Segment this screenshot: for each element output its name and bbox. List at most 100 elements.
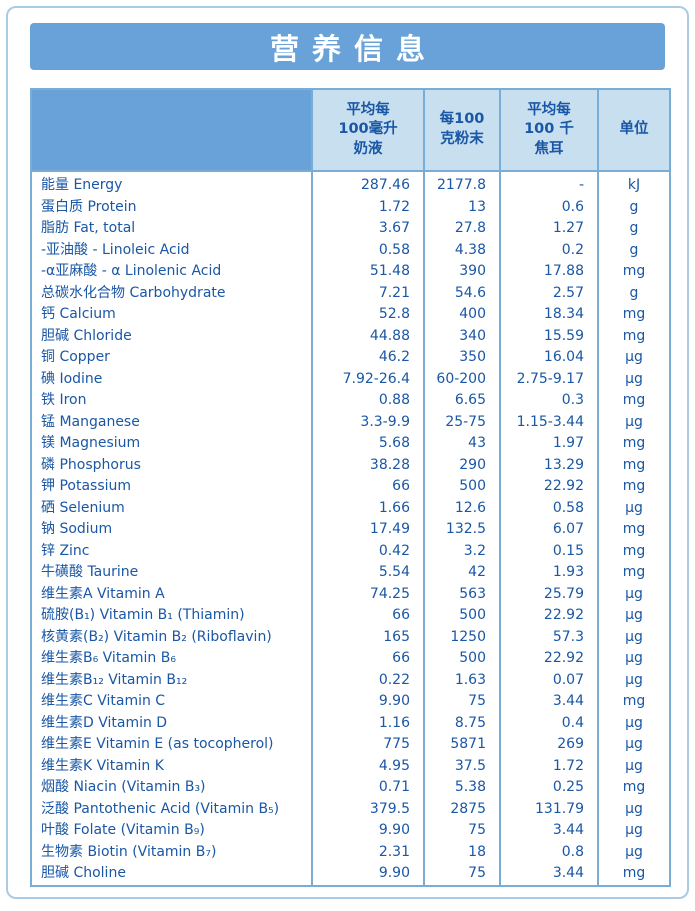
- value-per-100kj: 3.44: [499, 820, 598, 842]
- table-row: 硫胺(B₁) Vitamin B₁ (Thiamin) 66 500 22.92…: [31, 605, 670, 627]
- value-per-100ml: 0.71: [311, 777, 424, 799]
- value-per-100g: 75: [423, 863, 500, 886]
- unit-value: μg: [597, 583, 670, 605]
- value-per-100kj: 16.04: [499, 347, 598, 369]
- value-per-100kj: 22.92: [499, 605, 598, 627]
- value-per-100g: 13: [423, 196, 500, 218]
- table-body: 能量 Energy 287.46 2177.8 - kJ 蛋白质 Protein…: [31, 171, 670, 886]
- value-per-100kj: 15.59: [499, 325, 598, 347]
- nutrient-name: 维生素E Vitamin E (as tocopherol): [41, 736, 274, 752]
- unit-value: μg: [597, 820, 670, 842]
- value-per-100ml: 52.8: [311, 304, 424, 326]
- unit-value: g: [597, 218, 670, 240]
- header-row: 平均每 100毫升 奶液 每100 克粉末 平均每 100 千 焦耳 单位: [31, 89, 670, 172]
- nutrient-name: 牛磺酸 Taurine: [41, 564, 139, 580]
- value-per-100kj: 0.3: [499, 390, 598, 412]
- page-title: 营养信息: [269, 31, 438, 66]
- value-per-100ml: 0.22: [311, 669, 424, 691]
- value-per-100ml: 9.90: [311, 863, 424, 886]
- value-per-100kj: 0.8: [499, 841, 598, 863]
- unit-value: μg: [597, 755, 670, 777]
- nutrient-name: 维生素D Vitamin D: [41, 714, 168, 731]
- table-row: 泛酸 Pantothenic Acid (Vitamin B₅) 379.5 2…: [31, 798, 670, 820]
- unit-value: μg: [597, 368, 670, 390]
- value-per-100kj: 3.44: [499, 863, 598, 886]
- value-per-100g: 25-75: [423, 411, 500, 433]
- header-per-100kj: 平均每 100 千 焦耳: [499, 89, 598, 172]
- value-per-100g: 5.38: [423, 777, 500, 799]
- table-row: 生物素 Biotin (Vitamin B₇) 2.31 18 0.8 μg: [31, 841, 670, 863]
- nutrient-name: 钠 Sodium: [41, 521, 113, 537]
- table-row: 维生素C Vitamin C 9.90 75 3.44 mg: [31, 691, 670, 713]
- value-per-100g: 43: [423, 433, 500, 455]
- header-corner-cell: [31, 89, 312, 172]
- value-per-100ml: 0.88: [311, 390, 424, 412]
- nutrient-name: 胆碱 Choline: [41, 865, 126, 881]
- table-row: 碘 Iodine 7.92-26.4 60-200 2.75-9.17 μg: [31, 368, 670, 390]
- value-per-100kj: 0.25: [499, 777, 598, 799]
- value-per-100ml: 38.28: [311, 454, 424, 476]
- nutrient-name: 蛋白质 Protein: [41, 198, 137, 215]
- value-per-100ml: 287.46: [311, 171, 424, 197]
- value-per-100ml: 5.68: [311, 433, 424, 455]
- value-per-100g: 290: [423, 454, 500, 476]
- header-per-100ml: 平均每 100毫升 奶液: [311, 89, 424, 172]
- table-row: 钾 Potassium 66 500 22.92 mg: [31, 476, 670, 498]
- nutrient-name: 铜 Copper: [41, 349, 110, 365]
- table-row: 维生素B₁₂ Vitamin B₁₂ 0.22 1.63 0.07 μg: [31, 669, 670, 691]
- value-per-100g: 5871: [423, 734, 500, 756]
- unit-value: g: [597, 239, 670, 261]
- value-per-100kj: 131.79: [499, 798, 598, 820]
- nutrient-name: 维生素B₁₂ Vitamin B₁₂: [41, 671, 188, 688]
- value-per-100kj: 269: [499, 734, 598, 756]
- table-row: -亚油酸 - Linoleic Acid 0.58 4.38 0.2 g: [31, 239, 670, 261]
- unit-value: μg: [597, 347, 670, 369]
- table-row: 胆碱 Choline 9.90 75 3.44 mg: [31, 863, 670, 886]
- value-per-100g: 60-200: [423, 368, 500, 390]
- table-row: 铁 Iron 0.88 6.65 0.3 mg: [31, 390, 670, 412]
- unit-value: mg: [597, 454, 670, 476]
- table-row: 烟酸 Niacin (Vitamin B₃) 0.71 5.38 0.25 mg: [31, 777, 670, 799]
- value-per-100kj: 57.3: [499, 626, 598, 648]
- value-per-100ml: 51.48: [311, 261, 424, 283]
- table-row: -α亚麻酸 - α Linolenic Acid 51.48 390 17.88…: [31, 261, 670, 283]
- nutrient-name: 核黄素(B₂) Vitamin B₂ (Riboflavin): [41, 628, 272, 645]
- value-per-100g: 500: [423, 476, 500, 498]
- title-banner: 营养信息: [30, 23, 665, 70]
- value-per-100g: 18: [423, 841, 500, 863]
- nutrient-name: 硒 Selenium: [41, 499, 125, 516]
- nutrient-name: 锰 Manganese: [41, 413, 140, 430]
- value-per-100g: 3.2: [423, 540, 500, 562]
- table-row: 维生素A Vitamin A 74.25 563 25.79 μg: [31, 583, 670, 605]
- unit-value: mg: [597, 390, 670, 412]
- value-per-100g: 2875: [423, 798, 500, 820]
- nutrient-name: 维生素A Vitamin A: [41, 585, 165, 602]
- value-per-100g: 42: [423, 562, 500, 584]
- table-row: 维生素E Vitamin E (as tocopherol) 775 5871 …: [31, 734, 670, 756]
- value-per-100g: 340: [423, 325, 500, 347]
- value-per-100ml: 66: [311, 605, 424, 627]
- value-per-100ml: 4.95: [311, 755, 424, 777]
- table-row: 脂肪 Fat, total 3.67 27.8 1.27 g: [31, 218, 670, 240]
- value-per-100g: 390: [423, 261, 500, 283]
- nutrient-name: 维生素B₆ Vitamin B₆: [41, 650, 176, 666]
- unit-value: mg: [597, 476, 670, 498]
- value-per-100kj: 22.92: [499, 648, 598, 670]
- value-per-100g: 12.6: [423, 497, 500, 519]
- table-row: 磷 Phosphorus 38.28 290 13.29 mg: [31, 454, 670, 476]
- nutrient-name: 胆碱 Chloride: [41, 327, 132, 344]
- value-per-100kj: 22.92: [499, 476, 598, 498]
- unit-value: μg: [597, 734, 670, 756]
- value-per-100g: 37.5: [423, 755, 500, 777]
- value-per-100kj: 0.6: [499, 196, 598, 218]
- table-row: 维生素K Vitamin K 4.95 37.5 1.72 μg: [31, 755, 670, 777]
- value-per-100kj: 0.15: [499, 540, 598, 562]
- header-unit: 单位: [597, 89, 670, 172]
- value-per-100ml: 3.67: [311, 218, 424, 240]
- value-per-100kj: 1.97: [499, 433, 598, 455]
- unit-value: mg: [597, 562, 670, 584]
- value-per-100kj: 1.72: [499, 755, 598, 777]
- table-row: 铜 Copper 46.2 350 16.04 μg: [31, 347, 670, 369]
- value-per-100kj: 2.57: [499, 282, 598, 304]
- nutrition-table: 平均每 100毫升 奶液 每100 克粉末 平均每 100 千 焦耳 单位 能量…: [30, 88, 671, 887]
